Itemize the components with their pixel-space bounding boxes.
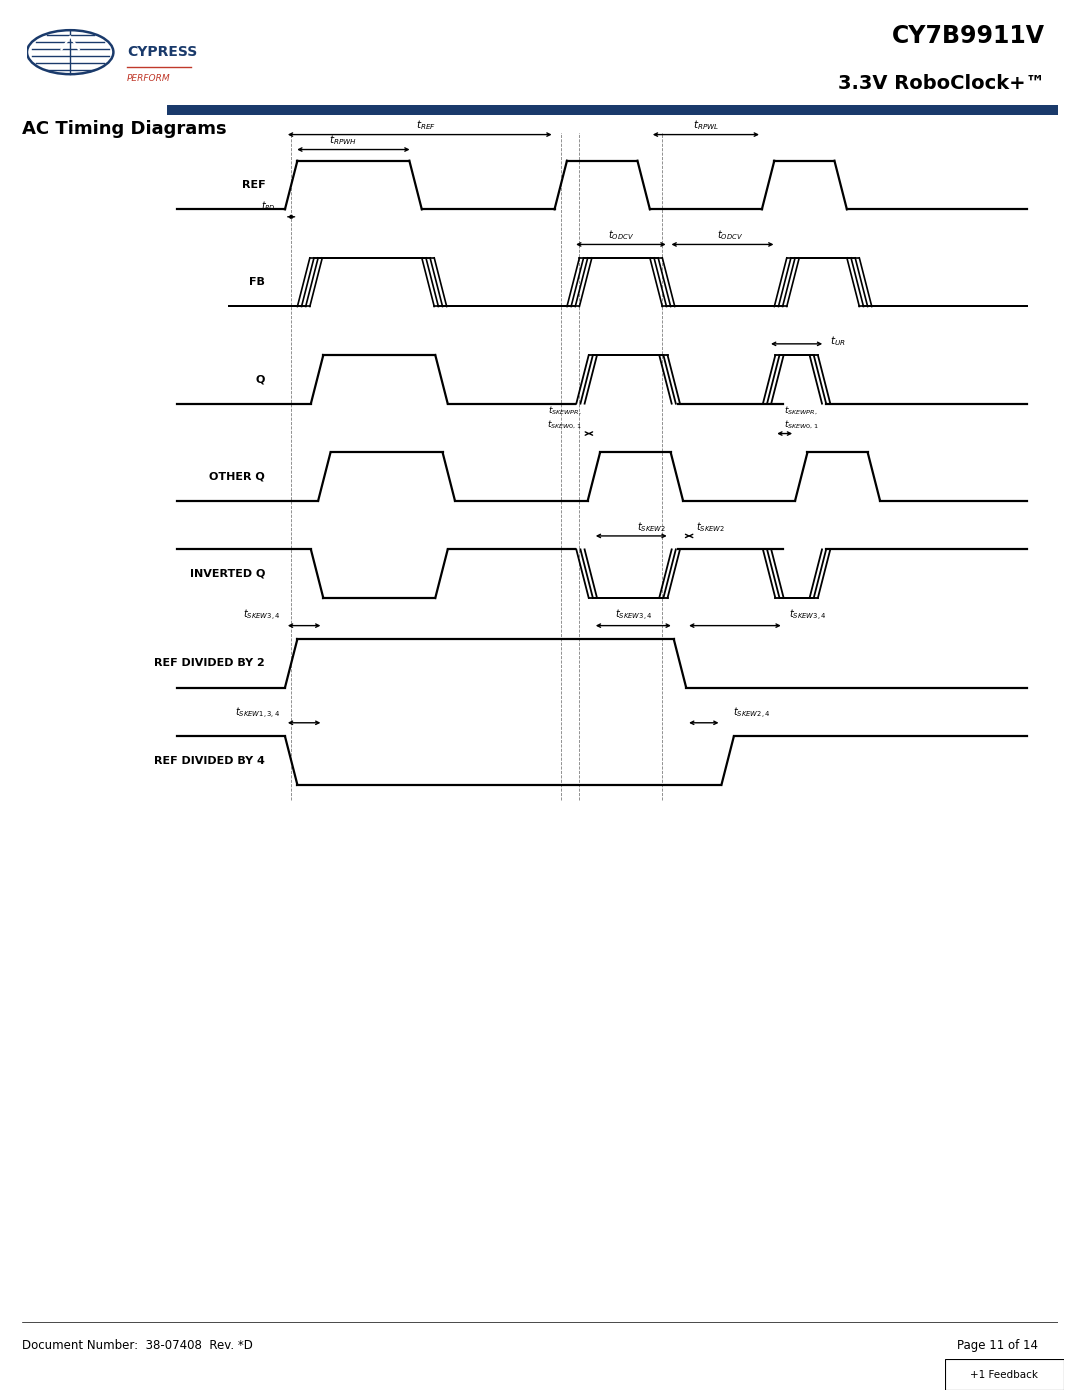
Text: OTHER Q: OTHER Q	[210, 472, 266, 482]
Text: $t_{SKEW3,4}$: $t_{SKEW3,4}$	[615, 608, 652, 623]
Text: $t_{SKEW3,4}$: $t_{SKEW3,4}$	[788, 608, 826, 623]
Text: $t_{RPWH}$: $t_{RPWH}$	[329, 134, 357, 147]
Text: CY7B9911V: CY7B9911V	[892, 24, 1044, 49]
Text: $t_{SKEW2}$: $t_{SKEW2}$	[696, 520, 725, 534]
Text: PERFORM: PERFORM	[127, 74, 171, 82]
Text: Page 11 of 14: Page 11 of 14	[957, 1338, 1038, 1352]
Text: $t_{ODCV}$: $t_{ODCV}$	[717, 228, 743, 242]
Text: REF: REF	[242, 180, 266, 190]
Text: INVERTED Q: INVERTED Q	[190, 569, 266, 578]
Text: +1 Feedback: +1 Feedback	[971, 1369, 1038, 1380]
Text: CYPRESS: CYPRESS	[127, 45, 198, 59]
Text: FB: FB	[249, 277, 266, 288]
Text: $t_{PD}$: $t_{PD}$	[260, 200, 275, 214]
Text: 3.3V RoboClock+™: 3.3V RoboClock+™	[838, 74, 1044, 94]
Text: REF DIVIDED BY 4: REF DIVIDED BY 4	[154, 756, 266, 766]
Text: $t_{SKEWPR,}$
$t_{SKEW0,1}$: $t_{SKEWPR,}$ $t_{SKEW0,1}$	[784, 405, 819, 432]
Text: $t_{SKEWPR,}$
$t_{SKEW0,1}$: $t_{SKEWPR,}$ $t_{SKEW0,1}$	[546, 405, 581, 432]
Text: $t_{SKEW2,4}$: $t_{SKEW2,4}$	[733, 705, 770, 721]
Text: $t_{RPWL}$: $t_{RPWL}$	[692, 119, 719, 133]
Text: $t_{SKEW3,4}$: $t_{SKEW3,4}$	[243, 608, 281, 623]
Text: $t_{REF}$: $t_{REF}$	[416, 119, 436, 133]
Text: $t_{ODCV}$: $t_{ODCV}$	[608, 228, 634, 242]
Text: Document Number:  38-07408  Rev. *D: Document Number: 38-07408 Rev. *D	[22, 1338, 253, 1352]
Text: $t_{SKEW1,3,4}$: $t_{SKEW1,3,4}$	[235, 705, 281, 721]
Text: AC Timing Diagrams: AC Timing Diagrams	[22, 120, 226, 138]
Text: REF DIVIDED BY 2: REF DIVIDED BY 2	[154, 658, 266, 668]
Text: $t_{UR}$: $t_{UR}$	[831, 334, 846, 348]
Text: Q: Q	[256, 374, 266, 384]
Text: $t_{SKEW2}$: $t_{SKEW2}$	[637, 520, 666, 534]
